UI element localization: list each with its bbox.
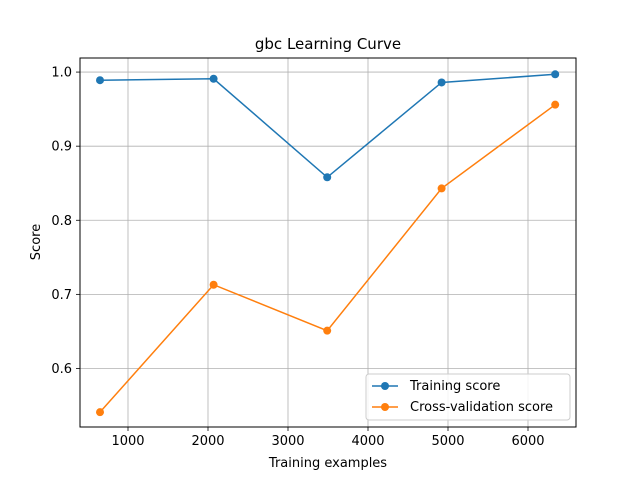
x-tick-label: 2000	[191, 434, 224, 449]
y-tick-label: 0.6	[51, 362, 72, 377]
legend-marker-training	[381, 382, 389, 390]
y-tick-label: 1.0	[51, 66, 72, 81]
chart-title: gbc Learning Curve	[255, 35, 401, 53]
x-tick-label: 5000	[431, 434, 464, 449]
data-point-training	[551, 70, 560, 79]
series-line-training	[99, 73, 556, 179]
y-axis-label: Score	[29, 224, 44, 260]
x-axis-label: Training examples	[268, 456, 387, 471]
data-point-cross-validation	[437, 184, 446, 193]
legend-marker-cross-validation	[381, 403, 389, 411]
y-tick-label: 0.7	[51, 288, 72, 303]
x-tick-label: 3000	[271, 434, 304, 449]
data-point-cross-validation	[551, 100, 560, 109]
data-point-training	[323, 173, 332, 182]
y-axis-ticks: 0.6 0.7 0.8 0.9 1.0	[51, 66, 80, 377]
legend-label-cross-validation: Cross-validation score	[410, 400, 553, 415]
x-tick-label: 6000	[511, 434, 544, 449]
series-line-cross-validation	[99, 104, 556, 413]
legend-label-training: Training score	[409, 379, 500, 394]
legend: Training score Cross-validation score	[365, 373, 571, 421]
data-point-training	[209, 74, 218, 83]
y-tick-label: 0.9	[51, 140, 72, 155]
plot-frame	[79, 57, 577, 428]
data-point-cross-validation	[323, 326, 332, 335]
grid	[80, 58, 576, 427]
data-point-training	[96, 76, 104, 85]
x-axis-ticks: 1000 2000 3000 4000 5000 6000	[111, 427, 545, 449]
x-tick-label: 1000	[111, 434, 144, 449]
legend-box	[365, 373, 571, 421]
plot-area	[96, 70, 560, 417]
y-tick-label: 0.8	[51, 214, 72, 229]
data-point-cross-validation	[209, 280, 218, 289]
x-tick-label: 4000	[351, 434, 384, 449]
data-point-training	[437, 78, 446, 87]
data-point-cross-validation	[96, 408, 104, 417]
